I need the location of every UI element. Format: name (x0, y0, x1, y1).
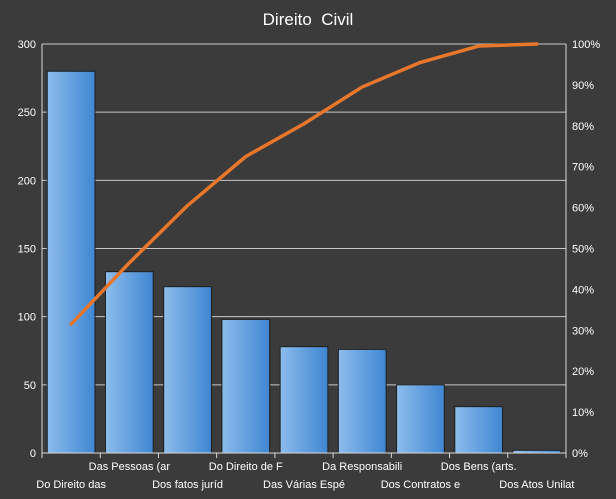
y-tick-label: 250 (18, 107, 36, 119)
x-tick-label: Dos Atos Unilat (499, 479, 574, 491)
y2-tick-label: 30% (572, 325, 594, 337)
y2-tick-label: 0% (572, 448, 588, 460)
bar (396, 384, 445, 454)
x-tick-label: Do Direito de F (209, 461, 283, 473)
y-tick-label: 150 (18, 244, 36, 256)
x-tick-label: Do Direito das (36, 479, 106, 491)
y2-tick-label: 60% (572, 203, 594, 215)
x-tick-label: Das Pessoas (ar (89, 461, 171, 473)
y-tick-label: 50 (24, 380, 36, 392)
bar (279, 346, 329, 454)
bar (337, 348, 387, 454)
bar (221, 318, 271, 454)
y-tick-label: 300 (18, 39, 36, 51)
x-tick-label: Das Várias Espé (263, 479, 345, 491)
bar (163, 286, 212, 454)
y-axis-tick-labels: 0 50 100 150 200 250 300 (18, 39, 36, 460)
bar (46, 70, 96, 454)
y2-tick-label: 40% (572, 284, 594, 296)
axes (41, 44, 567, 458)
y2-tick-label: 90% (572, 80, 594, 92)
x-tick-label: Dos Contratos e (381, 479, 460, 491)
y2-tick-label: 20% (572, 366, 594, 378)
y2-tick-label: 10% (572, 407, 594, 419)
cumulative-line (69, 42, 539, 326)
chart-title: Direito Civil (263, 10, 354, 29)
cumulative-percentage-line (69, 42, 539, 326)
y2-tick-label: 70% (572, 162, 594, 174)
bar (454, 406, 504, 454)
bar (104, 271, 154, 454)
y2-tick-label: 50% (572, 244, 594, 256)
x-tick-label: Dos Bens (arts. (441, 461, 517, 473)
y-tick-label: 0 (30, 448, 36, 460)
x-tick-label: Dos fatos juríd (152, 479, 223, 491)
secondary-y-axis-tick-labels: 0% 10% 20% 30% 40% 50% 60% 70% 80% 90% 100% (572, 39, 600, 460)
x-tick-label: Da Responsabili (322, 461, 402, 473)
y2-tick-label: 80% (572, 121, 594, 133)
y-tick-label: 100 (18, 312, 36, 324)
x-axis-tick-labels: Do Direito das Das Pessoas (ar Dos fatos j… (36, 461, 574, 491)
y-tick-label: 200 (18, 175, 36, 187)
y2-tick-label: 100% (572, 39, 600, 51)
